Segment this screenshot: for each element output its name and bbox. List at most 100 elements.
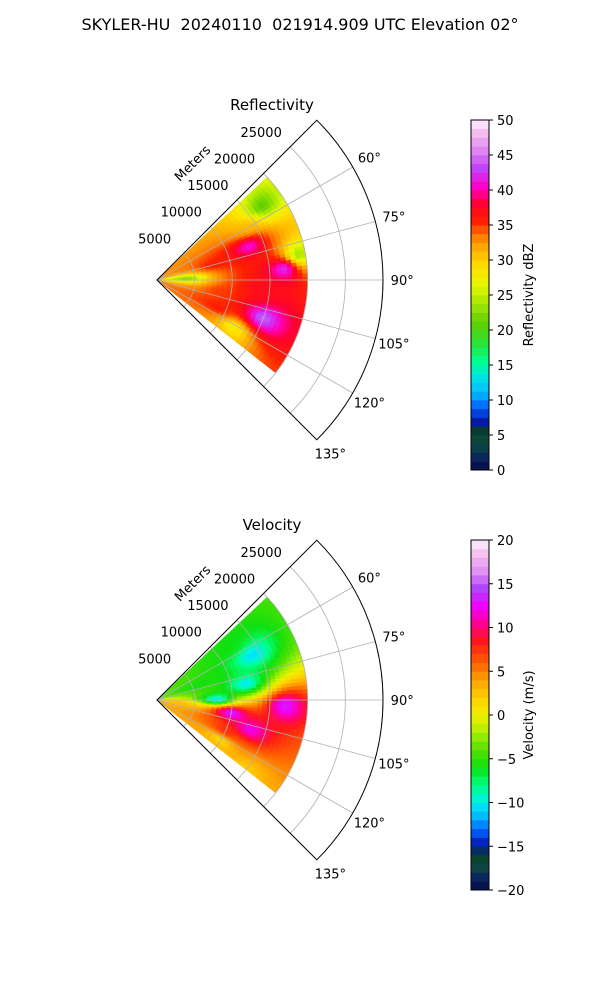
reflectivity-radial-tick-label: 5000	[138, 232, 171, 247]
reflectivity-colorbar-step	[471, 338, 489, 348]
velocity-echo-bin	[291, 704, 298, 709]
velocity-radial-tick-label: 25000	[240, 546, 281, 561]
reflectivity-colorbar-step	[471, 321, 489, 331]
velocity-colorbar-step	[471, 592, 489, 602]
reflectivity-colorbar-step	[471, 435, 489, 445]
velocity-echo-bin	[302, 693, 308, 698]
velocity-polar-plot: 60° 75° 90° 105° 120° 135° 5000 10000 15000 20000…	[138, 539, 414, 882]
velocity-colorbar: −20 −15 −10 −5 0 5 10 15 20 Velocity (m/s)	[470, 534, 537, 899]
reflectivity-echo-bin	[302, 284, 308, 290]
velocity-echo-bin	[297, 700, 303, 706]
reflectivity-colorbar-step	[471, 146, 489, 156]
velocity-colorbar-tick-label: 0	[497, 709, 505, 724]
reflectivity-echo-bin	[256, 275, 263, 279]
velocity-colorbar-step	[471, 706, 489, 716]
velocity-radial-tick-label: 10000	[161, 626, 202, 641]
velocity-angle-tick-label: 105°	[378, 757, 409, 772]
reflectivity-echo-bin	[292, 273, 298, 278]
figure-title: SKYLER-HU 20240110 021914.909 UTC Elevat…	[81, 15, 519, 34]
reflectivity-echo-bin	[277, 277, 283, 282]
velocity-colorbar-step	[471, 793, 489, 803]
velocity-colorbar-step	[471, 610, 489, 620]
velocity-echo-bin	[292, 697, 298, 702]
reflectivity-echo-bin	[286, 284, 293, 289]
reflectivity-angle-tick-label: 75°	[382, 211, 405, 226]
reflectivity-colorbar-step	[471, 408, 489, 418]
reflectivity-colorbar-step	[471, 233, 489, 243]
velocity-radial-tick-label: 15000	[187, 599, 228, 614]
velocity-colorbar-step	[471, 732, 489, 742]
reflectivity-colorbar-step	[471, 356, 489, 366]
velocity-colorbar-step	[471, 820, 489, 830]
reflectivity-echo-bin	[301, 269, 308, 274]
velocity-echo-bin	[256, 695, 263, 699]
reflectivity-colorbar-step	[471, 242, 489, 252]
reflectivity-echo-bin	[301, 265, 308, 271]
reflectivity-colorbar-step	[471, 391, 489, 401]
reflectivity-colorbar-step	[471, 260, 489, 270]
reflectivity-echo-bin	[246, 275, 253, 279]
reflectivity-colorbar-step	[471, 365, 489, 375]
reflectivity-colorbar: 0 5 10 15 20 25 30 35 40 45 50 Reflectivity dBZ	[470, 114, 537, 479]
velocity-echo-bin	[257, 697, 263, 702]
velocity-echo-bin	[287, 697, 293, 702]
reflectivity-echo-bin	[291, 266, 298, 271]
velocity-echo-bin	[296, 689, 303, 695]
velocity-echo-bin	[301, 685, 308, 691]
reflectivity-colorbar-tick-label: 10	[497, 394, 514, 409]
velocity-colorbar-step	[471, 680, 489, 690]
velocity-echo-bin	[246, 695, 253, 699]
reflectivity-colorbar-step	[471, 128, 489, 138]
velocity-echo-bin	[302, 697, 309, 702]
velocity-colorbar-step	[471, 662, 489, 672]
velocity-echo-bin	[297, 697, 303, 702]
velocity-echo-bin	[291, 686, 298, 691]
reflectivity-colorbar-step	[471, 207, 489, 217]
reflectivity-echo-bin	[272, 280, 278, 285]
reflectivity-azimuth-gridline	[156, 279, 376, 339]
velocity-echo-bin	[277, 697, 283, 702]
reflectivity-colorbar-tick-label: 45	[497, 149, 514, 164]
velocity-echo-bin	[272, 700, 278, 705]
velocity-echo-bin	[301, 681, 308, 687]
velocity-echo-bin	[281, 687, 288, 692]
velocity-echo-bin	[262, 694, 268, 699]
velocity-colorbar-step	[471, 828, 489, 838]
velocity-colorbar-tick-label: −20	[497, 884, 524, 899]
velocity-echo-bin	[247, 697, 253, 702]
reflectivity-colorbar-step	[471, 277, 489, 287]
reflectivity-echo-bin	[262, 274, 268, 279]
velocity-echo-bin	[301, 689, 308, 694]
velocity-colorbar-step	[471, 846, 489, 856]
reflectivity-echo-bin	[287, 273, 293, 279]
reflectivity-angle-tick-label: 90°	[391, 274, 414, 289]
reflectivity-colorbar-step	[471, 452, 489, 462]
reflectivity-angle-tick-label: 60°	[358, 151, 381, 166]
reflectivity-echo-bin	[302, 280, 309, 286]
velocity-colorbar-step	[471, 618, 489, 628]
reflectivity-echo-bin	[297, 277, 303, 282]
velocity-radial-tick-label: 5000	[138, 652, 171, 667]
reflectivity-colorbar-tick-label: 0	[497, 464, 505, 479]
velocity-colorbar-step	[471, 697, 489, 707]
velocity-colorbar-step	[471, 855, 489, 865]
reflectivity-echo-bin	[282, 280, 288, 285]
velocity-angle-tick-label: 60°	[358, 571, 381, 586]
reflectivity-echo-bin	[272, 277, 278, 282]
reflectivity-echo-bin	[252, 277, 258, 282]
velocity-echo-bin	[282, 693, 288, 699]
reflectivity-azimuth-gridline	[156, 279, 353, 394]
reflectivity-echo-bin	[287, 277, 293, 282]
velocity-colorbar-step	[471, 767, 489, 777]
velocity-echo-bin	[287, 693, 293, 699]
reflectivity-colorbar-step	[471, 382, 489, 392]
velocity-radial-tick-label: 20000	[214, 572, 255, 587]
velocity-colorbar-step	[471, 881, 489, 891]
velocity-echo-bin	[277, 700, 283, 705]
reflectivity-colorbar-step	[471, 330, 489, 340]
reflectivity-echo-bin	[297, 284, 303, 290]
reflectivity-colorbar-step	[471, 286, 489, 296]
velocity-echo-bin	[286, 704, 293, 709]
reflectivity-radial-tick-label: 15000	[187, 179, 228, 194]
reflectivity-echo-bin	[282, 273, 288, 279]
